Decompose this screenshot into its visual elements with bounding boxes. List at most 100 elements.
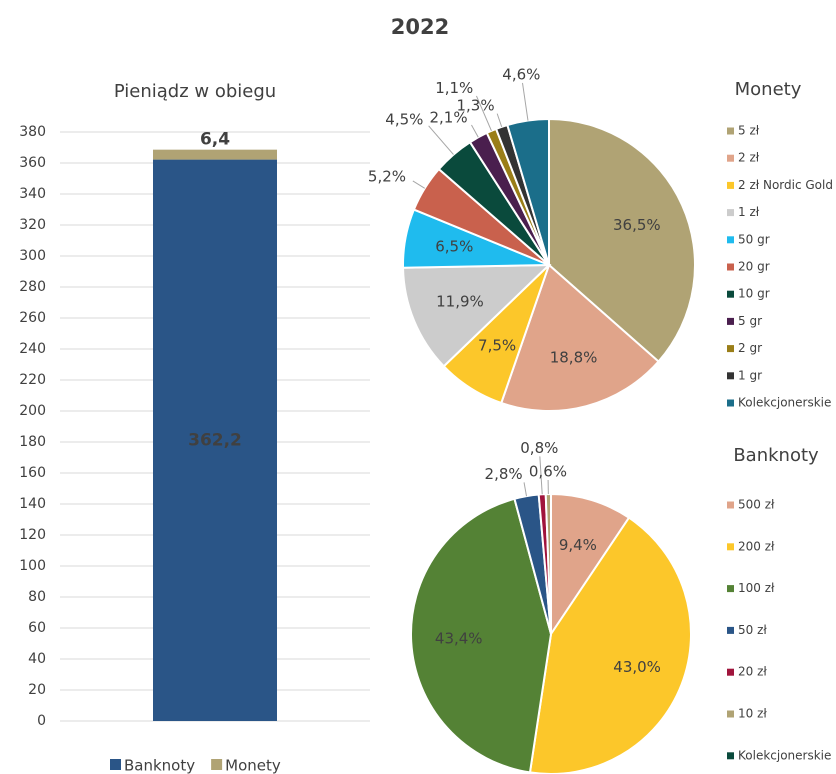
data-label: 1,1% [435, 79, 473, 97]
legend-label: 100 zł [738, 581, 775, 595]
data-label: 362,2 [188, 430, 242, 450]
legend-swatch [727, 626, 734, 634]
leader-line [471, 124, 479, 138]
pie-slice [402, 263, 552, 368]
y-tick-label: 180 [19, 434, 46, 450]
y-tick-label: 60 [28, 620, 46, 636]
y-tick-label: 160 [19, 465, 46, 481]
leader-line [496, 113, 503, 128]
legend-label: 1 gr [738, 368, 762, 382]
data-label: 4,6% [502, 66, 540, 84]
pie-slice [500, 263, 660, 412]
leader-line [428, 125, 454, 155]
data-label: 43,0% [613, 658, 661, 676]
legend-label: 20 zł [738, 665, 767, 679]
data-label: 2,1% [429, 109, 467, 127]
y-tick-label: 320 [19, 217, 46, 233]
data-label: 1,3% [456, 97, 494, 115]
data-label: 36,5% [613, 216, 661, 234]
legend-swatch [727, 752, 734, 760]
legend-swatch [727, 399, 734, 407]
data-label: 6,5% [435, 238, 473, 256]
legend-swatch [727, 710, 734, 718]
pie-slice [550, 492, 631, 638]
legend-swatch [727, 668, 734, 676]
legend-title: Banknoty [733, 445, 819, 466]
legend-swatch [110, 759, 121, 770]
y-tick-label: 120 [19, 527, 46, 543]
data-label: 0,8% [520, 439, 558, 457]
legend-label: Monety [225, 757, 281, 774]
legend-label: 5 zł [738, 124, 760, 138]
leader-line [523, 482, 527, 497]
y-tick-label: 340 [19, 186, 46, 202]
legend-swatch [727, 127, 734, 135]
y-tick-label: 140 [19, 496, 46, 512]
y-tick-label: 360 [19, 155, 46, 171]
y-tick-label: 280 [19, 279, 46, 295]
legend-swatch [727, 236, 734, 244]
pie-slice [506, 117, 550, 266]
bar-segment [153, 159, 277, 722]
y-tick-label: 100 [19, 558, 46, 574]
leader-line [475, 95, 492, 132]
legend-label: 50 gr [738, 232, 770, 246]
leader-line [412, 180, 426, 189]
legend-label: 1 zł [738, 205, 760, 219]
legend-swatch [727, 345, 734, 353]
y-tick-label: 40 [28, 651, 46, 667]
legend-swatch [727, 585, 734, 593]
data-label: 5,2% [368, 167, 406, 185]
y-tick-label: 240 [19, 341, 46, 357]
data-label: 7,5% [478, 337, 516, 355]
data-label: 2,8% [485, 465, 523, 483]
y-tick-label: 80 [28, 589, 46, 605]
chart-title: Pieniądz w obiegu [114, 81, 276, 102]
legend-label: 200 zł [738, 539, 775, 553]
legend-swatch [727, 501, 734, 509]
legend-label: 50 zł [738, 623, 767, 637]
data-label: 4,5% [385, 110, 423, 128]
legend-label: 10 gr [738, 287, 770, 301]
legend-swatch [727, 181, 734, 189]
y-tick-label: 380 [19, 124, 46, 140]
data-label: 9,4% [559, 536, 597, 554]
legend-label: 10 zł [738, 707, 767, 721]
legend-swatch [727, 263, 734, 271]
legend-label: 2 gr [738, 341, 762, 355]
legend-swatch [727, 543, 734, 551]
data-label: 6,4 [200, 130, 230, 150]
pie-slice [528, 516, 692, 774]
legend-title: Monety [735, 79, 802, 100]
legend-label: 2 zł Nordic Gold [738, 178, 833, 192]
data-label: 11,9% [436, 292, 484, 310]
legend-label: Kolekcjonerskie [738, 396, 831, 410]
data-label: 43,4% [435, 630, 483, 648]
leader-line [539, 456, 543, 495]
legend-label: 20 gr [738, 260, 770, 274]
legend-swatch [727, 154, 734, 162]
legend-swatch [727, 317, 734, 325]
legend-label: 500 zł [738, 498, 775, 512]
y-tick-label: 260 [19, 310, 46, 326]
pie-slice [410, 497, 553, 774]
legend-swatch [727, 209, 734, 217]
data-label: 0,6% [529, 463, 567, 481]
pie-slice [548, 117, 696, 363]
y-tick-label: 300 [19, 248, 46, 264]
leader-line [522, 82, 529, 121]
y-tick-label: 200 [19, 403, 46, 419]
y-tick-label: 20 [28, 682, 46, 698]
legend-swatch [211, 759, 223, 770]
y-tick-label: 0 [37, 713, 46, 729]
legend-label: 5 gr [738, 314, 762, 328]
legend-label: Kolekcjonerskie [738, 748, 831, 762]
y-tick-label: 220 [19, 372, 46, 388]
data-label: 18,8% [550, 349, 598, 367]
legend-swatch [727, 372, 734, 380]
legend-label: 2 zł [738, 151, 760, 165]
legend-label: Banknoty [124, 757, 195, 774]
legend-swatch [727, 290, 734, 298]
bar-segment [153, 149, 277, 160]
